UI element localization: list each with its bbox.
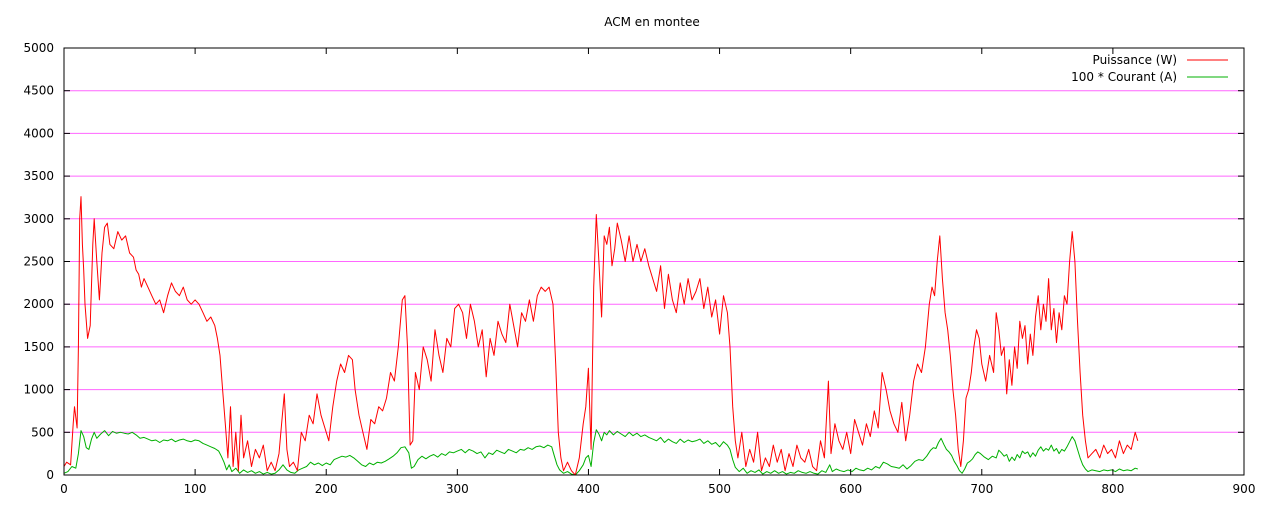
y-tick-label: 0 [46,468,54,482]
x-tick-label: 600 [839,482,862,496]
x-tick-label: 200 [315,482,338,496]
legend-label: 100 * Courant (A) [1071,70,1177,84]
axes: 0500100015002000250030003500400045005000… [23,41,1255,496]
series-line-courant [63,429,1138,476]
x-tick-label: 500 [708,482,731,496]
y-tick-label: 2000 [23,297,54,311]
y-tick-label: 500 [31,425,54,439]
x-tick-label: 900 [1233,482,1256,496]
x-tick-label: 700 [970,482,993,496]
series-lines [63,196,1139,476]
gridlines [64,90,1244,433]
y-tick-label: 4000 [23,126,54,140]
chart-title: ACM en montee [604,15,699,29]
x-tick-label: 800 [1101,482,1124,496]
y-tick-label: 2500 [23,255,54,269]
y-tick-label: 1000 [23,383,54,397]
y-tick-label: 4500 [23,84,54,98]
legend-label: Puissance (W) [1093,53,1177,67]
x-tick-label: 0 [60,482,68,496]
legend: Puissance (W) 100 * Courant (A) [1071,53,1228,84]
y-tick-label: 3000 [23,212,54,226]
x-tick-label: 400 [577,482,600,496]
y-tick-label: 1500 [23,340,54,354]
x-tick-label: 100 [184,482,207,496]
series-line-puissance [63,196,1139,476]
y-tick-label: 3500 [23,169,54,183]
x-tick-label: 300 [446,482,469,496]
y-tick-label: 5000 [23,41,54,55]
